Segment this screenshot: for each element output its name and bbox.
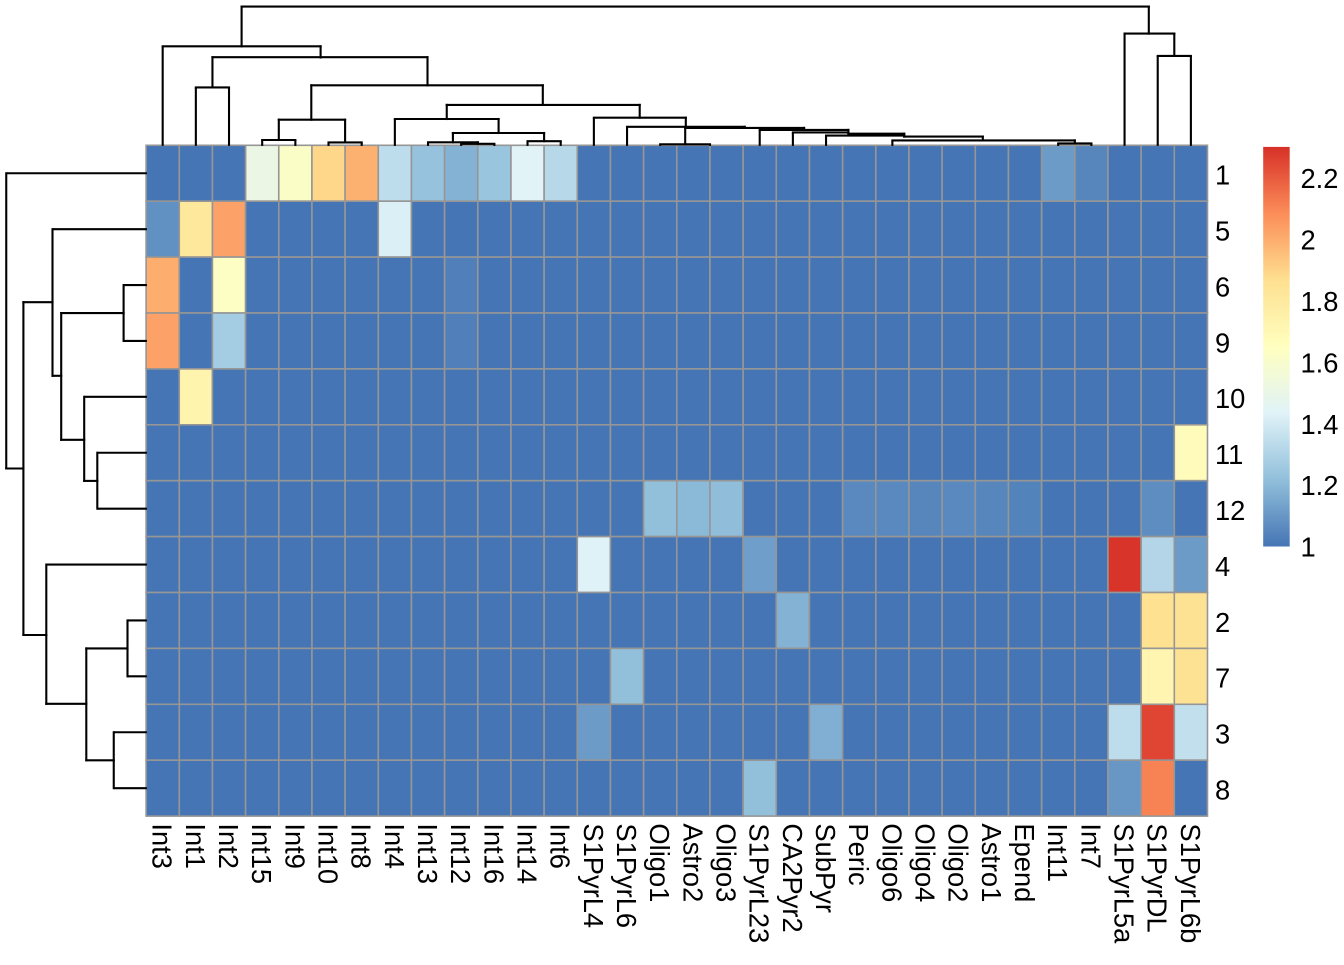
svg-text:2: 2 (1215, 607, 1230, 638)
svg-text:2.2: 2.2 (1301, 163, 1339, 194)
svg-text:8: 8 (1215, 774, 1230, 805)
svg-text:1.8: 1.8 (1301, 286, 1339, 317)
svg-text:SubPyr: SubPyr (810, 823, 841, 913)
svg-text:Int9: Int9 (279, 823, 310, 869)
svg-text:S1PyrL6: S1PyrL6 (611, 823, 642, 928)
svg-text:Oligo3: Oligo3 (711, 823, 742, 902)
svg-text:Astro1: Astro1 (976, 823, 1007, 902)
svg-text:Int10: Int10 (313, 823, 344, 884)
svg-text:Oligo1: Oligo1 (644, 823, 675, 902)
svg-text:1.4: 1.4 (1301, 409, 1339, 440)
svg-text:Epend: Epend (1009, 823, 1040, 902)
svg-text:4: 4 (1215, 551, 1230, 582)
svg-text:6: 6 (1215, 271, 1230, 302)
svg-text:12: 12 (1215, 495, 1245, 526)
svg-text:3: 3 (1215, 719, 1230, 750)
svg-text:CA2Pyr2: CA2Pyr2 (777, 823, 808, 932)
svg-text:Peric: Peric (843, 823, 874, 885)
svg-text:7: 7 (1215, 663, 1230, 694)
svg-text:Int2: Int2 (213, 823, 244, 869)
svg-text:S1PyrL4: S1PyrL4 (578, 823, 609, 928)
svg-text:Astro2: Astro2 (677, 823, 708, 902)
svg-text:Int12: Int12 (445, 823, 476, 884)
svg-text:Int15: Int15 (246, 823, 277, 884)
svg-text:Int8: Int8 (346, 823, 377, 869)
svg-text:Int7: Int7 (1075, 823, 1106, 869)
svg-text:Int16: Int16 (478, 823, 509, 884)
svg-text:Int3: Int3 (147, 823, 178, 869)
svg-text:Int1: Int1 (180, 823, 211, 869)
svg-text:Int4: Int4 (379, 823, 410, 869)
svg-text:Oligo4: Oligo4 (910, 823, 941, 902)
svg-text:1.2: 1.2 (1301, 470, 1339, 501)
svg-text:1.6: 1.6 (1301, 347, 1339, 378)
svg-text:S1PyrL23: S1PyrL23 (744, 823, 775, 943)
svg-text:S1PyrDL: S1PyrDL (1142, 823, 1173, 932)
svg-text:Oligo2: Oligo2 (943, 823, 974, 902)
svg-text:Oligo6: Oligo6 (876, 823, 907, 902)
svg-text:9: 9 (1215, 327, 1230, 358)
svg-text:Int6: Int6 (545, 823, 576, 869)
svg-text:1: 1 (1215, 160, 1230, 191)
svg-text:1: 1 (1301, 532, 1316, 563)
svg-text:Int13: Int13 (412, 823, 443, 884)
svg-text:2: 2 (1301, 224, 1316, 255)
svg-text:S1PyrL6b: S1PyrL6b (1175, 823, 1206, 943)
svg-text:Int14: Int14 (512, 823, 543, 884)
svg-text:5: 5 (1215, 215, 1230, 246)
svg-text:11: 11 (1215, 439, 1243, 470)
svg-text:Int11: Int11 (1042, 823, 1073, 882)
svg-text:10: 10 (1215, 383, 1245, 414)
svg-text:S1PyrL5a: S1PyrL5a (1109, 823, 1140, 944)
